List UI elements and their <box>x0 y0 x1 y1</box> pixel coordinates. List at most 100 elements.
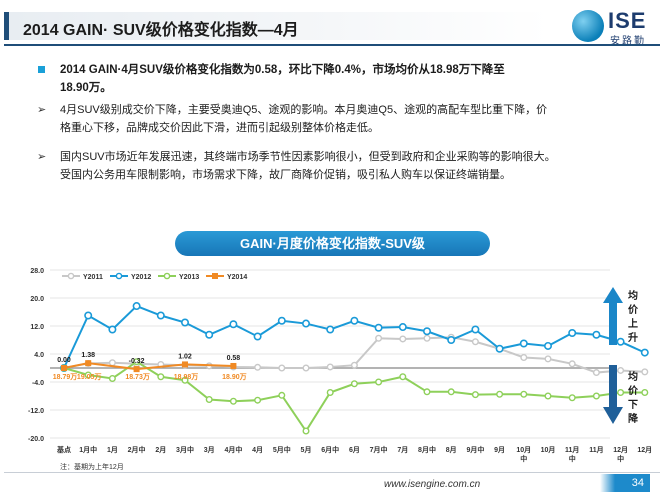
x-tick-label: 1月中 <box>79 445 97 454</box>
side-char: 价 <box>628 386 638 397</box>
point-y2012 <box>181 318 190 327</box>
point-y2012 <box>84 311 93 320</box>
point-y2014 <box>182 361 188 368</box>
x-tick-label-suffix: 中 <box>617 454 624 463</box>
point-y2011 <box>568 360 576 368</box>
x-tick-label: 5月中 <box>273 445 291 454</box>
point1-line2: 格重心下移，品牌成交价因此下滑，进而引起级别整体价格走低。 <box>60 122 379 134</box>
footer-url[interactable]: www.isengine.com.cn <box>384 479 481 490</box>
x-tick-label: 基点 <box>56 445 71 454</box>
square-bullet-icon <box>38 66 45 73</box>
x-tick-label: 3月 <box>204 446 215 454</box>
arrow-down-icon <box>603 365 623 424</box>
point-y2012 <box>568 328 577 337</box>
logo-subtext: 安路勤 <box>610 36 646 47</box>
x-tick-label: 9月中 <box>466 445 484 454</box>
y-tick-label: 12.0 <box>30 324 44 331</box>
x-tick-label: 5月 <box>301 446 312 454</box>
price-label: 19.05万 <box>77 373 102 381</box>
point-y2012 <box>519 339 528 348</box>
side-char: 均 <box>628 372 638 383</box>
point2-line1: 国内SUV市场近年发展迅速，其终端市场季节性因素影响很小，但受到政府和企业采购等… <box>60 151 556 163</box>
point-y2013 <box>375 378 383 386</box>
x-tick-label: 9月 <box>494 446 505 454</box>
side-char: 下 <box>628 400 638 411</box>
point-y2013 <box>326 389 334 397</box>
arrow-bullet-icon: ➢ <box>37 104 47 116</box>
point-y2013 <box>108 375 116 383</box>
header-rule <box>4 44 660 46</box>
data-label: 0.58 <box>227 355 241 362</box>
point-y2013 <box>423 388 431 396</box>
y-tick-label: 20.0 <box>30 296 44 303</box>
side-label-down: 均 价 下 降 <box>627 371 639 427</box>
point-y2012 <box>229 320 238 329</box>
legend-marker <box>67 272 75 280</box>
point-y2013 <box>157 373 165 381</box>
x-tick-label: 10月 <box>541 446 556 454</box>
point-y2012 <box>592 330 601 339</box>
point-y2013 <box>229 397 237 405</box>
arrow-bullet-icon: ➢ <box>37 151 47 163</box>
page-title: 2014 GAIN· SUV级价格变化指数—4月 <box>23 22 299 39</box>
point-y2011 <box>278 364 286 372</box>
side-char: 上 <box>628 319 638 330</box>
x-tick-label: 8月 <box>446 446 457 454</box>
x-tick-label: 3月中 <box>176 445 194 454</box>
point-y2012 <box>205 330 214 339</box>
legend-label: Y2013 <box>179 274 199 281</box>
point-y2011 <box>617 366 625 374</box>
point-y2013 <box>350 380 358 388</box>
point-y2012 <box>495 344 504 353</box>
legend-marker <box>212 273 218 279</box>
point-y2011 <box>520 354 528 362</box>
price-label: 18.98万 <box>174 373 199 381</box>
point-y2013 <box>568 394 576 402</box>
point-y2012 <box>398 323 407 332</box>
series-line-y2012 <box>63 304 646 369</box>
data-label: -0.32 <box>129 358 145 365</box>
x-tick-label: 11月 <box>565 446 579 454</box>
logo-text: ISE <box>608 8 647 33</box>
legend-label: Y2012 <box>131 274 151 281</box>
point-y2013 <box>84 371 92 379</box>
point1-line1: 4月SUV级别成交价下降，主要受奥迪Q5、途观的影响。本月奥迪Q5、途观的高配车… <box>60 104 548 116</box>
series-line-y2013 <box>63 360 645 433</box>
point-y2012 <box>156 311 165 320</box>
point-y2012 <box>422 327 431 336</box>
legend-label: Y2011 <box>83 274 103 281</box>
x-tick-label: 4月 <box>252 446 263 454</box>
x-tick-label: 6月中 <box>321 445 339 454</box>
point-y2013 <box>133 358 141 366</box>
point-y2012 <box>640 348 649 357</box>
side-char: 升 <box>628 333 638 344</box>
point-y2013 <box>592 392 600 400</box>
page-number: 34 <box>600 474 650 492</box>
point-y2011 <box>641 368 649 376</box>
x-tick-label-suffix: 中 <box>520 454 527 463</box>
point-y2011 <box>108 359 116 367</box>
y-tick-label: -20.0 <box>28 436 44 443</box>
point-y2013 <box>617 389 625 397</box>
y-tick-label: -4.0 <box>32 380 44 387</box>
point-y2012 <box>301 319 310 328</box>
point-y2012 <box>350 316 359 325</box>
point-y2011 <box>544 355 552 363</box>
chart-pill-title: GAIN·月度价格变化指数-SUV级 <box>175 231 490 256</box>
y-tick-label: -12.0 <box>28 408 44 415</box>
logo: ISE 安路勤 <box>572 8 660 47</box>
x-tick-label: 1月 <box>107 446 118 454</box>
point-y2012 <box>616 337 625 346</box>
point-y2012 <box>374 323 383 332</box>
point-y2011 <box>350 361 358 369</box>
footer-rule <box>4 472 660 473</box>
point2-line2: 受国内公务用车限制影响，市场需求下降，故厂商降价促销，吸引私人购车以保证终端销量… <box>60 169 511 181</box>
side-char: 价 <box>628 305 638 316</box>
point-y2013 <box>254 396 262 404</box>
point-y2013 <box>278 391 286 399</box>
y-tick-label: 28.0 <box>30 268 44 275</box>
x-tick-label: 6月 <box>349 446 360 454</box>
data-label: 1.02 <box>178 353 192 360</box>
point-y2014 <box>61 365 67 371</box>
